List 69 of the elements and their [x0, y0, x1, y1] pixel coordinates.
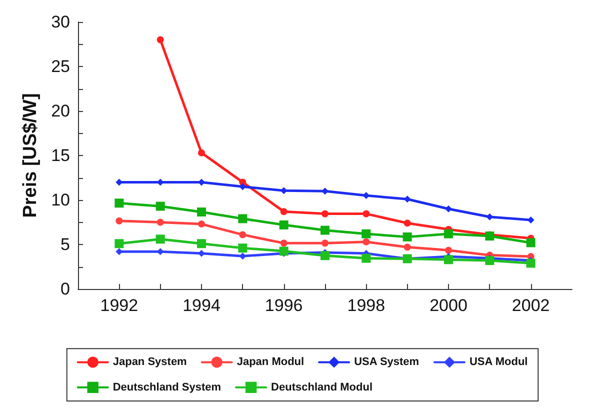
point	[362, 254, 371, 263]
point	[198, 149, 205, 156]
point	[156, 36, 164, 44]
y-axis-title: Preis [US$/W]	[20, 93, 42, 218]
point	[322, 240, 328, 247]
point	[362, 238, 370, 246]
point	[279, 246, 288, 256]
x-tick-label: 1998	[347, 296, 386, 315]
legend-label: USA Modul	[469, 356, 528, 368]
point	[198, 178, 205, 186]
legend-label: Japan Modul	[236, 356, 304, 368]
y-tick-label: 30	[51, 12, 70, 32]
point	[156, 202, 165, 211]
point	[362, 229, 371, 238]
point	[486, 213, 494, 220]
point	[444, 255, 453, 264]
point	[198, 250, 205, 257]
point	[445, 205, 452, 212]
point	[404, 220, 411, 227]
point	[485, 256, 494, 266]
y-tick-label: 25	[51, 57, 70, 76]
point	[238, 244, 248, 253]
point	[322, 188, 328, 195]
y-tick-label: 10	[51, 190, 70, 210]
point	[280, 208, 288, 216]
x-tick-label: 1994	[182, 296, 220, 315]
point	[526, 258, 536, 268]
point	[156, 234, 165, 244]
y-tick-label: 15	[51, 146, 70, 165]
point	[114, 198, 124, 208]
y-tick-label: 0	[60, 280, 70, 298]
point	[485, 232, 494, 241]
point	[116, 248, 123, 256]
legend-label: Deutschland System	[112, 381, 222, 394]
point	[156, 218, 164, 226]
x-tick-label: 1996	[264, 296, 303, 315]
point	[320, 251, 330, 260]
point	[526, 238, 536, 248]
legend-label: Japan System	[112, 356, 188, 368]
point	[444, 229, 453, 238]
y-tick-label: 20	[51, 102, 70, 120]
point	[322, 210, 328, 218]
x-tick-label: 2000	[430, 296, 468, 315]
point	[320, 226, 330, 235]
point	[445, 246, 452, 254]
point	[280, 240, 288, 247]
point	[239, 252, 246, 260]
point	[404, 244, 411, 251]
point	[362, 192, 370, 200]
point	[197, 208, 206, 217]
x-tick-label: 2002	[512, 296, 550, 315]
legend-label: Deutschland Modul	[271, 381, 373, 394]
point	[156, 248, 164, 256]
point	[114, 239, 124, 248]
point	[280, 187, 288, 194]
x-tick-label: 1992	[100, 296, 138, 315]
point	[279, 220, 288, 230]
point	[198, 220, 205, 228]
point	[239, 231, 246, 238]
point	[527, 216, 534, 224]
point	[197, 239, 206, 248]
y-tick-label: 5	[60, 235, 70, 254]
point	[404, 196, 411, 203]
point	[116, 217, 123, 224]
legend-label: USA System	[354, 356, 420, 368]
point	[238, 214, 248, 224]
point	[239, 183, 246, 190]
point	[402, 232, 412, 242]
point	[362, 210, 370, 218]
